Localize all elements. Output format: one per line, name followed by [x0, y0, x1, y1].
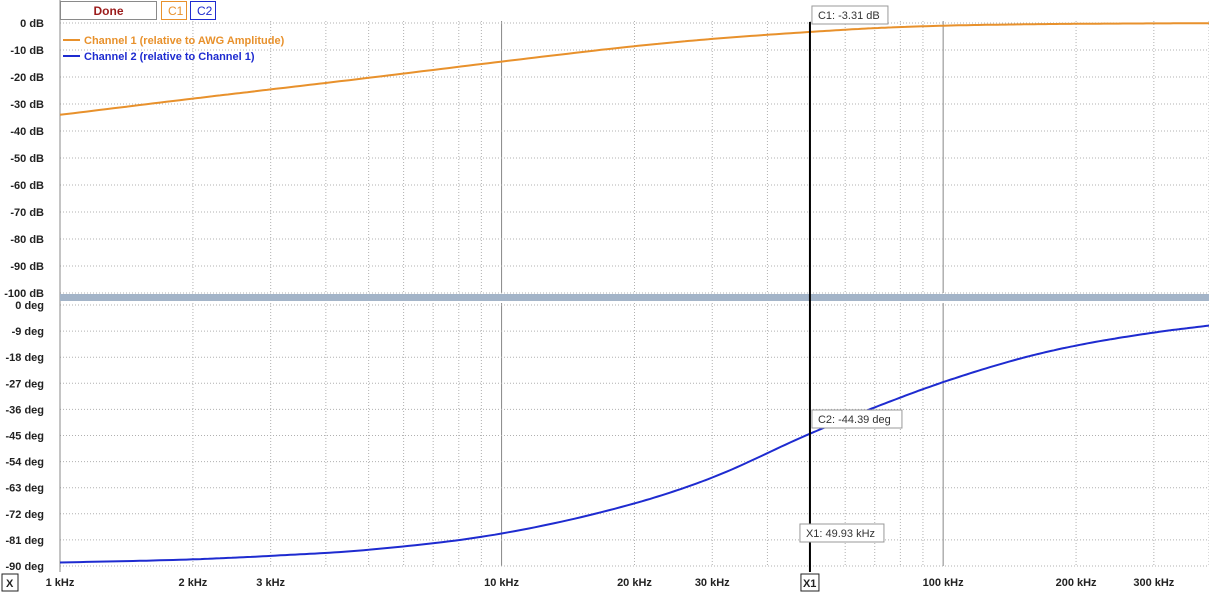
x-marker-label: X: [6, 578, 14, 590]
phase-tick-label: -90 deg: [5, 561, 44, 573]
magnitude-tick-label: -60 dB: [10, 180, 44, 192]
phase-tick-label: -45 deg: [5, 431, 44, 443]
x1-marker-label: X1: [803, 578, 816, 590]
c1-readout: C1: -3.31 dB: [811, 5, 889, 25]
x-marker-box[interactable]: [1, 573, 19, 592]
x-tick-label: 10 kHz: [484, 577, 519, 589]
phase-tick-label: 0 deg: [15, 300, 44, 312]
x-tick-label: 300 kHz: [1133, 577, 1174, 589]
x-tick-label: 3 kHz: [256, 577, 285, 589]
c2-readout-box: [811, 409, 903, 429]
done-button[interactable]: Done: [60, 1, 157, 20]
channel2-phase-line: [59, 324, 1209, 564]
x-tick-label: 30 kHz: [695, 577, 730, 589]
phase-tick-label: -81 deg: [5, 535, 44, 547]
phase-tick-label: -18 deg: [5, 352, 44, 364]
magnitude-tick-label: -30 dB: [10, 99, 44, 111]
x-tick-label: 100 kHz: [923, 577, 964, 589]
c1-button[interactable]: C1: [161, 1, 187, 20]
c2-button[interactable]: C2: [190, 1, 216, 20]
magnitude-tick-label: -100 dB: [4, 288, 44, 300]
x-tick-label: 20 kHz: [617, 577, 652, 589]
magnitude-tick-label: -20 dB: [10, 72, 44, 84]
magnitude-tick-label: -70 dB: [10, 207, 44, 219]
x-axis-labels: 1 kHz 2 kHz 3 kHz 10 kHz 20 kHz 30 kHz 100 kHz…: [46, 577, 1175, 589]
c1-readout-text: C1: -3.31 dB: [818, 10, 880, 22]
x1-readout-box: [799, 523, 885, 543]
grid: [59, 0, 1209, 572]
x-tick-label: 200 kHz: [1056, 577, 1097, 589]
phase-tick-label: -27 deg: [5, 378, 44, 390]
legend-channel2-label: Channel 2 (relative to Channel 1): [84, 51, 255, 63]
phase-tick-label: -72 deg: [5, 509, 44, 521]
x-tick-label: 2 kHz: [179, 577, 208, 589]
x-tick-label: 1 kHz: [46, 577, 75, 589]
magnitude-tick-label: -50 dB: [10, 153, 44, 165]
c1-readout-box: [811, 5, 889, 25]
magnitude-tick-label: -80 dB: [10, 234, 44, 246]
phase-tick-label: -36 deg: [5, 404, 44, 416]
magnitude-tick-label: 0 dB: [20, 18, 44, 30]
magnitude-y-axis-labels: 0 dB -10 dB -20 dB -30 dB -40 dB -50 dB -60 dB…: [4, 18, 44, 300]
x1-readout-text: X1: 49.93 kHz: [806, 528, 875, 540]
c2-readout: C2: -44.39 deg: [811, 409, 903, 429]
chart-legend: Channel 1 (relative to AWG Amplitude) Ch…: [63, 35, 285, 63]
legend-channel1-label: Channel 1 (relative to AWG Amplitude): [84, 35, 285, 47]
phase-y-axis-labels: 0 deg -9 deg -18 deg -27 deg -36 deg -45 deg -…: [5, 300, 44, 573]
channel1-magnitude-line: [59, 22, 1209, 116]
c2-readout-text: C2: -44.39 deg: [818, 414, 891, 426]
phase-tick-label: -54 deg: [5, 457, 44, 469]
magnitude-tick-label: -10 dB: [10, 45, 44, 57]
x-axis-marker[interactable]: X: [1, 573, 19, 592]
magnitude-tick-label: -40 dB: [10, 126, 44, 138]
phase-tick-label: -9 deg: [12, 326, 44, 338]
x1-readout: X1: 49.93 kHz: [799, 523, 885, 543]
x1-marker-box[interactable]: [800, 573, 820, 592]
plot-divider[interactable]: [60, 294, 1209, 301]
magnitude-tick-label: -90 dB: [10, 261, 44, 273]
phase-tick-label: -63 deg: [5, 483, 44, 495]
x1-axis-marker[interactable]: X1: [800, 573, 820, 592]
